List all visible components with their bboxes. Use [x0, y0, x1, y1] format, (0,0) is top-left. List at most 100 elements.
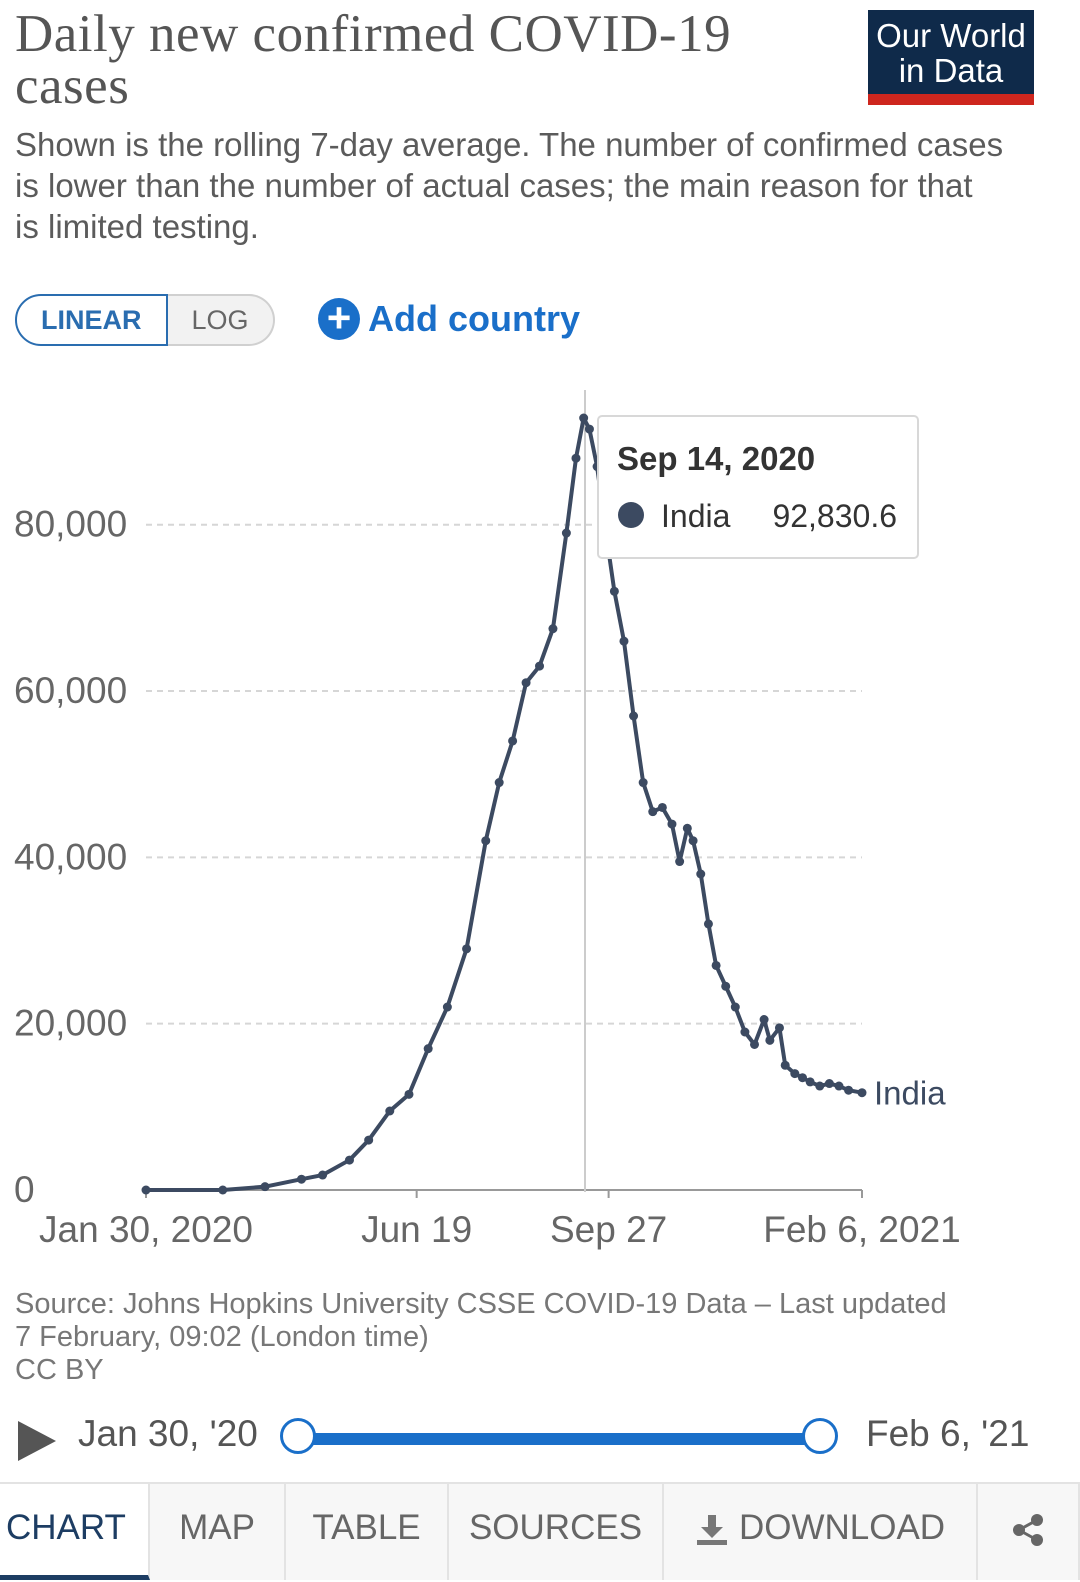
owid-logo[interactable]: Our World in Data	[868, 10, 1034, 105]
data-point	[711, 960, 721, 970]
data-point	[815, 1081, 825, 1091]
tooltip-series-dot	[618, 502, 644, 528]
data-point	[774, 1023, 784, 1033]
tab-bar: CHART MAP TABLE SOURCES DOWNLOAD	[0, 1482, 1080, 1582]
add-country-button[interactable]: + Add country	[318, 294, 580, 344]
tooltip-box	[597, 415, 919, 559]
line-chart: 0 20,000 40,000 60,000 80,000 Jan 30, 2020 Ju…	[14, 390, 961, 1250]
data-point	[844, 1085, 854, 1095]
data-point	[797, 1073, 807, 1083]
data-point	[494, 778, 504, 788]
data-point	[521, 678, 531, 688]
timeline-end-handle[interactable]	[802, 1418, 838, 1454]
data-point	[834, 1081, 844, 1091]
data-point	[609, 586, 619, 596]
tab-sources[interactable]: SOURCES	[449, 1484, 664, 1580]
data-point	[481, 836, 491, 846]
timeline-start-label: Jan 30, '20	[78, 1413, 258, 1454]
tooltip-date: Sep 14, 2020	[617, 440, 815, 477]
data-point	[765, 1035, 775, 1045]
data-point	[648, 807, 658, 817]
x-tick-label: Feb 6, 2021	[763, 1209, 960, 1250]
tab-download[interactable]: DOWNLOAD	[664, 1484, 978, 1580]
timeline-start-handle[interactable]	[280, 1418, 316, 1454]
data-point	[730, 1002, 740, 1012]
chart-subtitle: Shown is the rolling 7-day average. The …	[15, 126, 1004, 245]
data-point	[688, 836, 698, 846]
data-point	[385, 1106, 395, 1116]
data-point	[750, 1039, 760, 1049]
y-tick-label: 60,000	[14, 670, 127, 711]
data-point	[584, 424, 594, 434]
data-point	[638, 778, 648, 788]
data-point	[780, 1060, 790, 1070]
data-point	[571, 453, 581, 463]
data-point	[344, 1155, 354, 1165]
tab-share[interactable]	[978, 1484, 1080, 1580]
series-end-label: India	[874, 1075, 946, 1112]
data-point	[508, 736, 518, 746]
data-point	[318, 1170, 328, 1180]
data-point	[696, 869, 706, 879]
data-point	[423, 1044, 433, 1054]
data-point	[296, 1174, 306, 1184]
tooltip: Sep 14, 2020 India 92,830.6	[597, 415, 919, 559]
data-point	[579, 413, 589, 423]
y-tick-label: 20,000	[14, 1003, 127, 1044]
tooltip-series-name: India	[661, 498, 731, 534]
data-point	[824, 1079, 834, 1089]
data-point	[740, 1027, 750, 1037]
series-group: India	[141, 413, 946, 1195]
x-tick-label: Jun 19	[361, 1209, 472, 1250]
data-point	[141, 1185, 151, 1195]
data-point	[218, 1185, 228, 1195]
data-point	[657, 802, 667, 812]
data-point	[675, 857, 685, 867]
source-line-2: 7 February, 09:02 (London time)	[15, 1321, 429, 1353]
timeline-end-label: Feb 6, '21	[866, 1413, 1030, 1454]
data-point	[790, 1069, 800, 1079]
y-tick-label: 0	[14, 1169, 35, 1210]
data-point	[462, 944, 472, 954]
data-point	[404, 1089, 414, 1099]
data-point	[721, 981, 731, 991]
data-point	[667, 819, 677, 829]
data-point	[682, 823, 692, 833]
timeline-track[interactable]	[300, 1433, 820, 1445]
source-note: Source: Johns Hopkins University CSSE CO…	[15, 1288, 1015, 1387]
logo-line-2: in Data	[898, 52, 1004, 89]
data-point	[561, 528, 571, 538]
logo-bar	[868, 94, 1034, 105]
tab-download-label: DOWNLOAD	[738, 1508, 946, 1547]
chart-title: Daily new confirmed COVID-19 cases	[15, 5, 732, 115]
data-point	[619, 636, 629, 646]
data-point	[364, 1135, 374, 1145]
data-point	[857, 1088, 867, 1098]
timeline: Jan 30, '20 Feb 6, '21	[0, 1405, 1080, 1475]
license-label[interactable]: CC BY	[15, 1354, 104, 1386]
tab-table[interactable]: TABLE	[286, 1484, 449, 1580]
share-icon	[1013, 1513, 1043, 1546]
data-point	[260, 1182, 270, 1192]
download-icon	[696, 1514, 727, 1545]
data-point	[442, 1002, 452, 1012]
scale-toggle: LINEAR LOG	[15, 294, 275, 346]
source-line-1: Source: Johns Hopkins University CSSE CO…	[15, 1288, 947, 1320]
tab-map[interactable]: MAP	[150, 1484, 286, 1580]
tooltip-value: 92,830.6	[772, 498, 897, 534]
data-point	[703, 919, 713, 929]
data-point	[805, 1077, 815, 1087]
y-tick-label: 80,000	[14, 504, 127, 545]
tab-chart[interactable]: CHART	[0, 1484, 150, 1580]
linear-button[interactable]: LINEAR	[15, 294, 168, 346]
x-axis: Jan 30, 2020 Jun 19 Sep 27 Feb 6, 2021	[39, 1189, 961, 1250]
x-tick-label: Jan 30, 2020	[39, 1209, 253, 1250]
data-point	[535, 661, 545, 671]
play-icon[interactable]	[18, 1421, 56, 1461]
y-axis-ticks: 0 20,000 40,000 60,000 80,000	[14, 504, 127, 1210]
add-country-label: Add country	[368, 298, 580, 339]
data-point	[629, 711, 639, 721]
y-tick-label: 40,000	[14, 836, 127, 877]
log-button[interactable]: LOG	[167, 294, 275, 346]
grid-lines	[146, 523, 862, 1025]
